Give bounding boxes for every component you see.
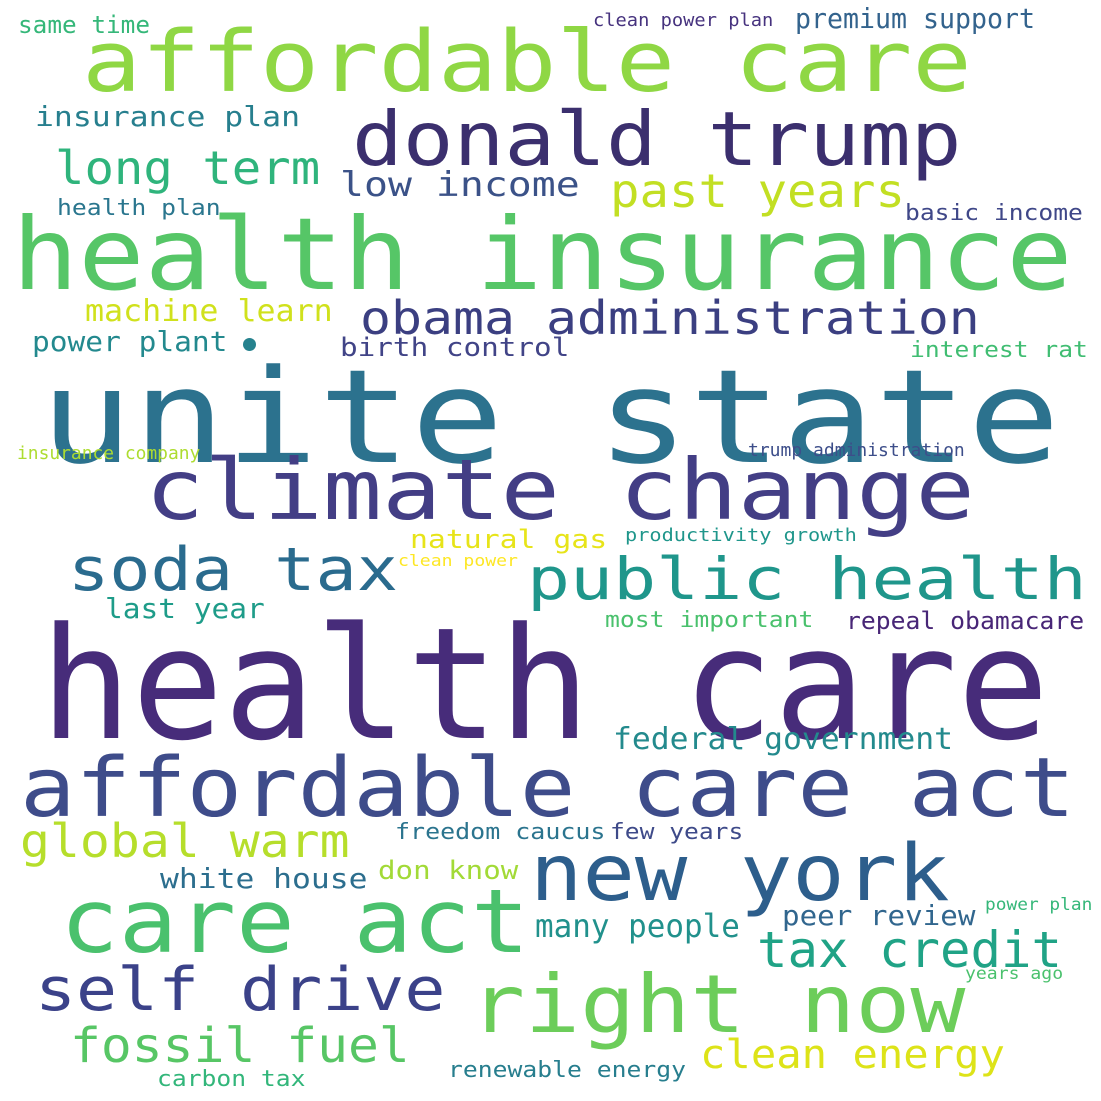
cloud-word: last year	[105, 592, 265, 625]
dot-mark	[243, 338, 256, 351]
cloud-word: new york	[530, 829, 950, 919]
cloud-word: most important	[605, 608, 814, 633]
cloud-word: carbon tax	[157, 1067, 306, 1092]
cloud-word: years ago	[965, 964, 1064, 984]
cloud-word: peer review	[782, 899, 976, 932]
cloud-word: right now	[470, 958, 966, 1051]
cloud-word: clean power plan	[593, 10, 774, 31]
cloud-word: power plant	[32, 325, 228, 358]
cloud-word: global warm	[20, 814, 350, 868]
cloud-word: care act	[60, 870, 530, 973]
cloud-word: insurance company	[17, 443, 201, 464]
cloud-word: affordable care act	[20, 741, 1076, 836]
cloud-word: affordable care	[82, 13, 972, 112]
cloud-word: public health	[527, 545, 1087, 613]
cloud-word: interest rat	[910, 338, 1088, 363]
cloud-word: past years	[610, 164, 905, 218]
cloud-word: long term	[55, 141, 321, 195]
cloud-word: freedom caucus	[395, 820, 606, 845]
cloud-word: federal government	[613, 722, 954, 757]
cloud-word: natural gas	[410, 525, 608, 555]
cloud-word: health care	[40, 594, 1050, 775]
cloud-word: premium support	[795, 2, 1035, 35]
cloud-word: power plan	[985, 895, 1093, 915]
cloud-word: don know	[378, 856, 519, 886]
cloud-word: productivity growth	[625, 525, 857, 546]
cloud-word: health insurance	[12, 196, 1073, 313]
cloud-word: few years	[610, 820, 744, 845]
cloud-word: clean power	[398, 551, 518, 570]
cloud-word: climate change	[145, 441, 975, 539]
cloud-word: self drive	[35, 955, 446, 1025]
cloud-word: machine learn	[85, 294, 333, 329]
cloud-word: basic income	[905, 201, 1083, 226]
cloud-word: fossil fuel	[70, 1018, 410, 1074]
cloud-word: white house	[160, 862, 368, 895]
cloud-word: renewable energy	[448, 1058, 686, 1083]
cloud-word: soda tax	[68, 535, 399, 605]
cloud-word: donald trump	[352, 95, 962, 183]
cloud-word: clean energy	[700, 1032, 1005, 1078]
cloud-word: repeal obamacare	[846, 607, 1085, 635]
cloud-word: insurance plan	[35, 100, 301, 133]
cloud-word: unite state	[40, 341, 1061, 493]
cloud-word: tax credit	[757, 921, 1062, 979]
cloud-word: many people	[535, 907, 740, 945]
cloud-word: low income	[340, 165, 580, 205]
cloud-word: obama administration	[360, 291, 980, 345]
cloud-word: same time	[18, 11, 150, 39]
cloud-word: health plan	[57, 196, 221, 221]
cloud-word: birth control	[340, 333, 570, 363]
cloud-word: trump administration	[748, 440, 965, 461]
